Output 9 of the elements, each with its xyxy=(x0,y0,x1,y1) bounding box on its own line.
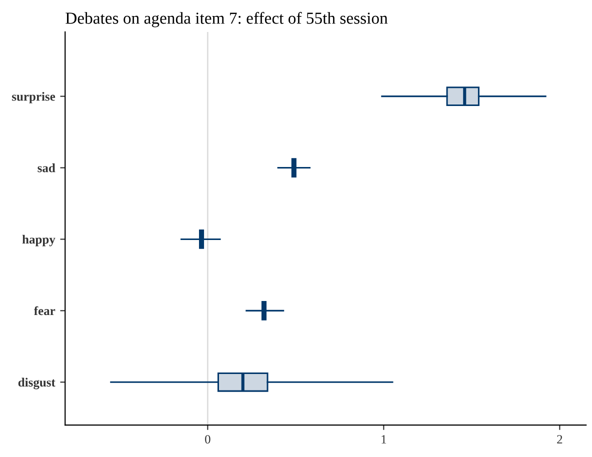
y-tick-label: happy xyxy=(22,234,56,246)
y-tick-label: sad xyxy=(38,163,56,172)
x-tick-label: 1 xyxy=(382,435,386,444)
y-tick-label: disgust xyxy=(18,378,56,390)
y-tick-label: fear xyxy=(34,306,56,316)
y-tick-label: surprise xyxy=(12,92,56,104)
chart-title: Debates on agenda item 7: effect of 55th session xyxy=(66,12,388,28)
x-tick-label: 2 xyxy=(557,435,562,444)
x-tick-label: 0 xyxy=(205,435,210,444)
